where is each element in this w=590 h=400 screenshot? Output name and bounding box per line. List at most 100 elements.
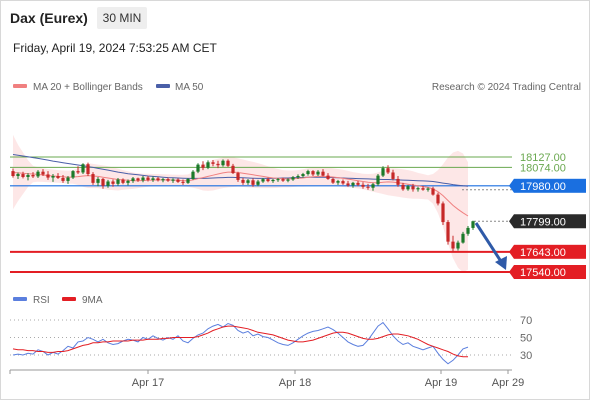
rsi-legend-label: RSI [33,295,50,306]
candle-body [346,183,350,186]
x-tick-label: Apr 17 [132,377,164,389]
ma9-legend-label: 9MA [82,295,103,306]
candle-body [256,181,260,185]
level-label-bg-5 [514,265,586,279]
candle-body [236,173,240,180]
bollinger-bands [13,134,468,273]
x-tick-label: Apr 29 [492,377,524,389]
candle-body [46,174,50,178]
candle-body [176,179,180,182]
credit-text: Research © 2024 Trading Central [432,82,581,93]
candle-body [271,179,275,182]
candle-body [416,188,420,190]
rsi-line [12,321,469,365]
candle-body [461,233,465,243]
rsi-tick-label: 50 [520,333,532,345]
candle-body [351,182,355,186]
candle-body [391,172,395,179]
bollinger-band-fill [13,134,468,273]
ma50-legend-label: MA 50 [175,82,204,93]
rsi-panel: 70 50 30 [10,315,532,365]
rsi-legend-swatch [13,297,27,301]
candle-body [181,181,185,183]
candle-body [466,227,470,234]
level-label-3: 17799.00 [520,216,566,228]
candle-body [436,194,440,204]
x-axis: Apr 17 Apr 18 Apr 19 Apr 29 [9,370,524,389]
ma20-legend-label: MA 20 + Bollinger Bands [33,82,143,93]
level-label-bg-3 [514,214,586,229]
candle-body [146,177,150,180]
candle-body [296,176,300,178]
candle-body [211,162,215,164]
candle-body [251,180,255,185]
candle-body [76,171,80,173]
timestamp: Friday, April 19, 2024 7:53:25 AM CET [13,41,217,55]
level-label-pointer-3 [509,214,514,229]
x-tick-label: Apr 18 [279,377,311,389]
candle-body [286,179,290,181]
candle-body [171,179,175,181]
candle-body [306,171,310,175]
candle-body [51,176,55,178]
candle-body [196,164,200,172]
level-label-pointer-5 [509,265,514,279]
candle-body [71,171,75,178]
candle-body [26,175,30,177]
rsi-tick-label: 30 [520,350,532,362]
ma50-legend-swatch [156,84,170,88]
rsi-ma9-line [12,325,468,358]
candle-body [206,162,210,168]
candle-body [161,179,165,181]
candle-body [386,168,390,173]
level-label-pointer-2 [509,178,514,193]
candle-body [281,179,285,181]
candle-body [136,178,140,181]
candle-body [61,177,65,181]
candle-body [456,242,460,249]
interval-button[interactable]: 30 MIN [97,7,147,29]
level-label-2: 17980.00 [520,181,566,193]
candle-body [301,174,305,177]
candle-body [81,164,85,173]
candle-body [201,164,205,168]
candle-body [321,171,325,176]
candle-body [166,179,170,181]
candle-body [311,171,315,175]
candle-body [116,179,120,184]
level-label-bg-2 [514,178,586,193]
candle-body [291,177,295,180]
candle-body [91,174,95,183]
candle-body [96,178,100,183]
candle-body [431,188,435,195]
candle-body [376,175,380,185]
x-tick-label: Apr 19 [425,377,457,389]
candle-body [191,171,195,179]
instrument-title: Dax (Eurex) [10,10,88,26]
candle-body [366,186,370,188]
candle-body [226,160,230,166]
candle-body [406,186,410,190]
candle-body [36,171,40,177]
candle-body [131,178,135,181]
candle-body [221,160,225,166]
candle-body [356,182,360,185]
candle-body [451,241,455,249]
level-label-5: 17540.00 [520,267,566,279]
candle-body [101,178,105,186]
level-label-0: 18127.00 [520,152,566,164]
candle-body [261,179,265,182]
rsi-tick-label: 70 [520,315,532,327]
candle-body [266,179,270,182]
candle-body [126,180,130,183]
level-label-4: 17643.00 [520,247,566,259]
candle-body [16,174,20,177]
candle-body [421,188,425,190]
candle-body [326,175,330,179]
candle-body [56,176,60,178]
candle-body [341,181,345,184]
candle-body [216,163,220,166]
